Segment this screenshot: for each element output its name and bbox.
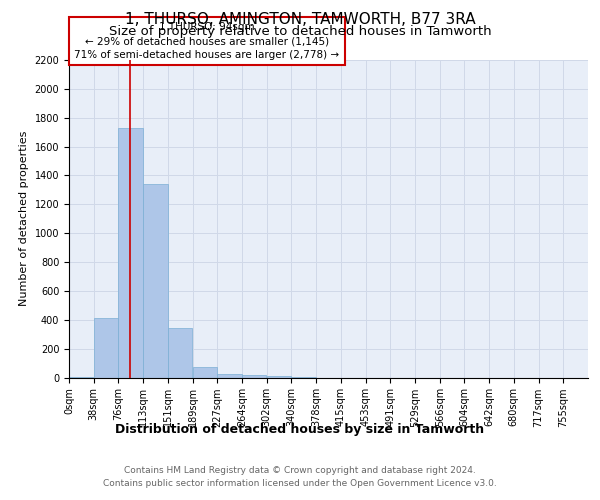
- Text: Contains public sector information licensed under the Open Government Licence v3: Contains public sector information licen…: [103, 479, 497, 488]
- Text: Distribution of detached houses by size in Tamworth: Distribution of detached houses by size …: [115, 422, 485, 436]
- Bar: [292, 377, 316, 378]
- Bar: [143, 184, 167, 378]
- Text: Contains HM Land Registry data © Crown copyright and database right 2024.: Contains HM Land Registry data © Crown c…: [124, 466, 476, 475]
- Text: 1, THURSO, AMINGTON, TAMWORTH, B77 3RA: 1, THURSO, AMINGTON, TAMWORTH, B77 3RA: [125, 12, 475, 28]
- Bar: [69, 377, 94, 378]
- Text: Size of property relative to detached houses in Tamworth: Size of property relative to detached ho…: [109, 25, 491, 38]
- Bar: [168, 328, 193, 378]
- Text: 1 THURSO: 94sqm
← 29% of detached houses are smaller (1,145)
71% of semi-detache: 1 THURSO: 94sqm ← 29% of detached houses…: [74, 22, 340, 60]
- Bar: [193, 366, 217, 378]
- Bar: [217, 374, 242, 378]
- Bar: [118, 128, 143, 378]
- Bar: [242, 376, 266, 378]
- Y-axis label: Number of detached properties: Number of detached properties: [19, 131, 29, 306]
- Bar: [267, 376, 291, 378]
- Bar: [94, 318, 118, 378]
